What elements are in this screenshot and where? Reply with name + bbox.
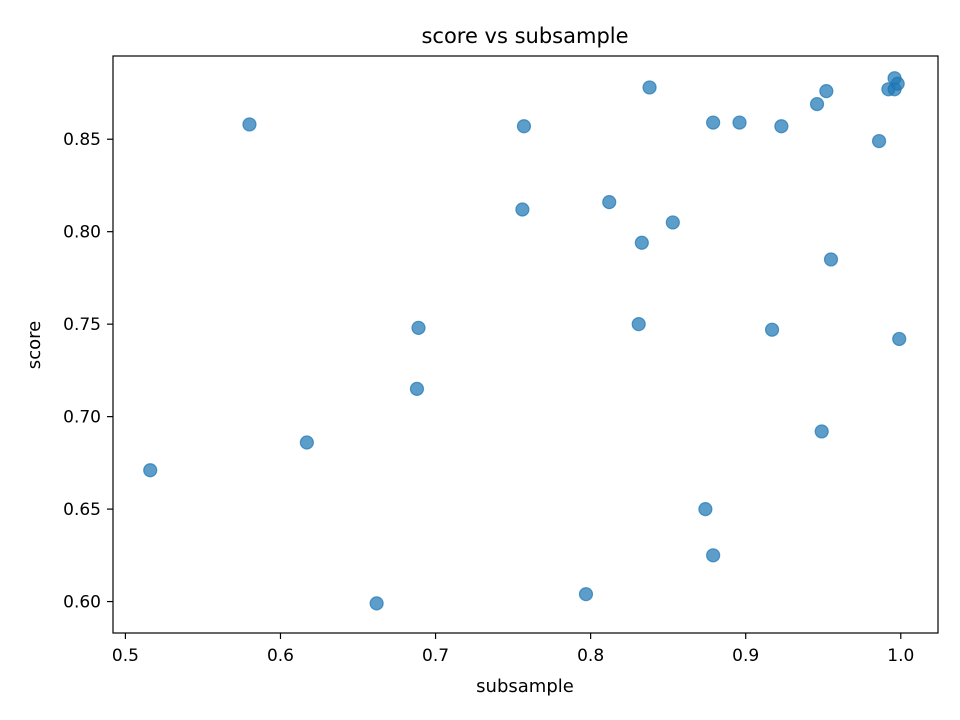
data-point (871, 133, 887, 149)
data-point (823, 252, 839, 267)
x-tick-label: 0.6 (267, 646, 294, 666)
data-point (706, 115, 721, 130)
x-axis-label: subsample (476, 676, 574, 697)
data-point (411, 320, 426, 335)
x-axis: 0.5 0.6 0.7 0.8 0.9 1.0 (112, 633, 914, 666)
data-point (890, 76, 905, 91)
data-point (299, 435, 314, 450)
data-point (369, 596, 384, 611)
data-point (578, 587, 594, 602)
data-point (515, 202, 530, 217)
y-tick-label: 0.75 (63, 315, 101, 335)
y-tick-label: 0.60 (63, 593, 101, 613)
chart-title: score vs subsample (421, 24, 628, 48)
data-point (706, 548, 721, 563)
x-tick-label: 0.5 (112, 646, 139, 666)
data-point (814, 424, 829, 439)
data-point (892, 331, 907, 347)
x-tick-label: 0.7 (422, 646, 449, 666)
data-point (732, 115, 747, 130)
y-axis-label: score (24, 321, 45, 369)
data-point (409, 381, 425, 396)
y-tick-label: 0.65 (63, 500, 101, 520)
plot-frame (112, 55, 939, 634)
data-point (698, 501, 713, 517)
data-point (774, 119, 789, 134)
y-tick-label: 0.80 (63, 223, 101, 243)
x-tick-label: 0.8 (577, 646, 604, 666)
data-point (809, 96, 825, 112)
x-tick-label: 1.0 (887, 646, 914, 666)
data-point (516, 119, 532, 134)
data-point (665, 215, 680, 230)
y-axis: 0.60 0.65 0.70 0.75 0.80 0.85 (63, 130, 113, 613)
y-tick-label: 0.85 (63, 130, 101, 150)
data-point (764, 322, 780, 337)
data-point (819, 84, 834, 99)
data-point (602, 194, 617, 210)
data-point (143, 463, 158, 478)
data-point (242, 117, 257, 132)
y-tick-label: 0.70 (63, 408, 101, 428)
x-tick-label: 0.9 (732, 646, 759, 666)
data-point (642, 80, 657, 95)
data-point (631, 317, 646, 332)
data-point (634, 235, 649, 250)
points-layer (143, 71, 907, 611)
